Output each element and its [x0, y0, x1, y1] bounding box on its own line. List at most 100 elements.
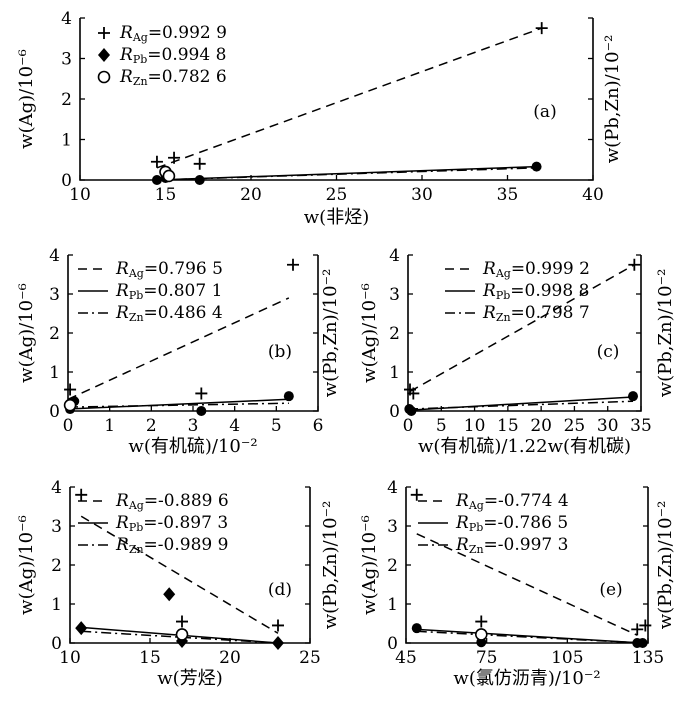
y-tick-label: 4 — [389, 246, 400, 266]
x-tick-label: 20 — [219, 648, 241, 668]
y-tick-label: 1 — [387, 595, 398, 615]
legend-entry: RPb=0.994 8 — [119, 45, 226, 66]
y-tick-label: 0 — [49, 402, 60, 422]
legend-marker — [97, 70, 111, 84]
x-tick-label: 10 — [464, 416, 486, 436]
legend-entry: RZn=0.486 4 — [115, 303, 223, 324]
data-point-zn — [63, 398, 77, 412]
fit-line-ag — [416, 533, 638, 636]
y-axis-label-right: w(Pb,Zn)/10⁻² — [655, 269, 676, 398]
y-tick-label: 3 — [387, 517, 398, 537]
y-tick-label: 1 — [61, 131, 72, 151]
fit-line-ag — [409, 264, 635, 393]
y-tick-label: 2 — [387, 556, 398, 576]
data-point-ag — [150, 155, 163, 168]
fit-line-zn — [67, 402, 289, 408]
data-point-pb — [283, 391, 294, 402]
x-tick-label: 10 — [69, 185, 91, 205]
y-tick-label: 1 — [389, 363, 400, 383]
data-point-ag — [195, 387, 208, 400]
data-point-pb — [406, 406, 417, 416]
data-point-ag — [75, 488, 88, 501]
x-tick-label: 10 — [59, 648, 81, 668]
data-point-ag — [64, 383, 77, 396]
x-tick-label: 75 — [476, 648, 498, 668]
y-tick-label: 2 — [51, 556, 62, 576]
x-tick-label: 2 — [146, 416, 157, 436]
y-axis-label-right: w(Pb,Zn)/10⁻² — [320, 501, 341, 630]
data-point-ag — [535, 22, 548, 35]
data-point-pb — [272, 636, 284, 650]
x-tick-label: 6 — [313, 416, 324, 436]
legend-entry: RAg=0.992 9 — [119, 23, 227, 44]
y-tick-label: 0 — [389, 402, 400, 422]
x-tick-label: 15 — [497, 416, 519, 436]
fit-line-ag — [80, 515, 279, 634]
y-tick-label: 0 — [51, 634, 62, 654]
data-point-pb — [411, 623, 422, 634]
x-tick-label: 135 — [632, 648, 664, 668]
chart-panel-e: 45 75 105 135 0 1 2 3 4 w(氯仿沥青)/10⁻² w(Ag)/10⁻⁶ w(P… — [359, 478, 676, 689]
fit-line-pb — [67, 398, 289, 410]
x-tick-label: 5 — [271, 416, 282, 436]
x-tick-label: 30 — [411, 185, 433, 205]
data-point-pb — [163, 587, 176, 602]
chart-panel-a: 10 15 20 25 30 35 40 0 1 2 3 4 w(非烃) w(Ag)/10⁻⁶ w(Pb,Z… — [16, 9, 623, 228]
x-axis-label: w(非烃) — [304, 207, 369, 228]
chart-panel-c: 0 5 10 15 20 25 30 35 0 1 2 3 4 w(有机硫)/1.22w(有机碳) w(Ag… — [359, 246, 676, 457]
x-tick-label: 0 — [403, 416, 414, 436]
data-point-zn — [175, 628, 189, 641]
y-tick-label: 0 — [387, 634, 398, 654]
x-tick-label: 1 — [104, 416, 115, 436]
y-axis-label-right: w(Pb,Zn)/10⁻² — [655, 501, 676, 630]
data-point-ag — [631, 623, 644, 636]
panel-label: (a) — [533, 102, 556, 122]
y-tick-label: 2 — [61, 90, 72, 110]
fit-line-pb — [416, 628, 643, 644]
y-tick-label: 4 — [49, 246, 60, 266]
x-tick-label: 105 — [551, 648, 583, 668]
x-tick-label: 20 — [240, 185, 262, 205]
data-point-zn — [162, 169, 176, 183]
y-tick-label: 4 — [51, 478, 62, 498]
data-point-zn — [474, 628, 488, 641]
y-tick-label: 1 — [49, 363, 60, 383]
x-tick-label: 0 — [63, 416, 74, 436]
x-tick-label: 3 — [188, 416, 199, 436]
data-point-pb — [637, 638, 648, 648]
data-point-ag — [287, 258, 299, 271]
data-point-ag — [176, 615, 188, 628]
legend-entry: RZn=-0.989 9 — [115, 535, 228, 556]
x-tick-label: 15 — [155, 185, 177, 205]
x-tick-label: 25 — [299, 648, 321, 668]
chart-panel-d: 10 15 20 25 0 1 2 3 4 w(芳烃) w(Ag)/10⁻⁶ w(Pb,Zn)/10⁻… — [16, 478, 341, 689]
data-point-ag — [639, 619, 652, 632]
y-axis-label-left: w(Ag)/10⁻⁶ — [359, 515, 380, 615]
y-axis-label-left: w(Ag)/10⁻⁶ — [16, 49, 37, 149]
x-tick-label: 45 — [395, 648, 417, 668]
legend-entry: RZn=-0.997 3 — [455, 535, 568, 556]
data-point-ag — [410, 488, 423, 501]
data-point-ag — [628, 258, 641, 271]
data-point-ag — [168, 151, 181, 164]
y-tick-label: 3 — [389, 285, 400, 305]
legend-entry: RPb=-0.786 5 — [455, 513, 568, 534]
x-axis-label: w(有机硫)/10⁻² — [128, 436, 257, 457]
y-tick-label: 0 — [61, 171, 72, 191]
fit-line-zn — [156, 167, 537, 181]
y-tick-label: 4 — [387, 478, 398, 498]
y-tick-label: 3 — [49, 285, 60, 305]
legend-entry: RAg=-0.774 4 — [455, 491, 569, 512]
legend-entry: RAg=0.796 5 — [115, 259, 223, 280]
data-point-ag — [407, 387, 420, 400]
data-point-pb — [531, 161, 542, 172]
legend-marker — [98, 48, 110, 62]
x-tick-label: 20 — [530, 416, 552, 436]
fit-line-zn — [81, 630, 279, 644]
data-point-pb — [151, 175, 162, 185]
fit-line-zn — [416, 630, 643, 644]
x-tick-label: 35 — [630, 416, 652, 436]
x-tick-label: 4 — [229, 416, 240, 436]
